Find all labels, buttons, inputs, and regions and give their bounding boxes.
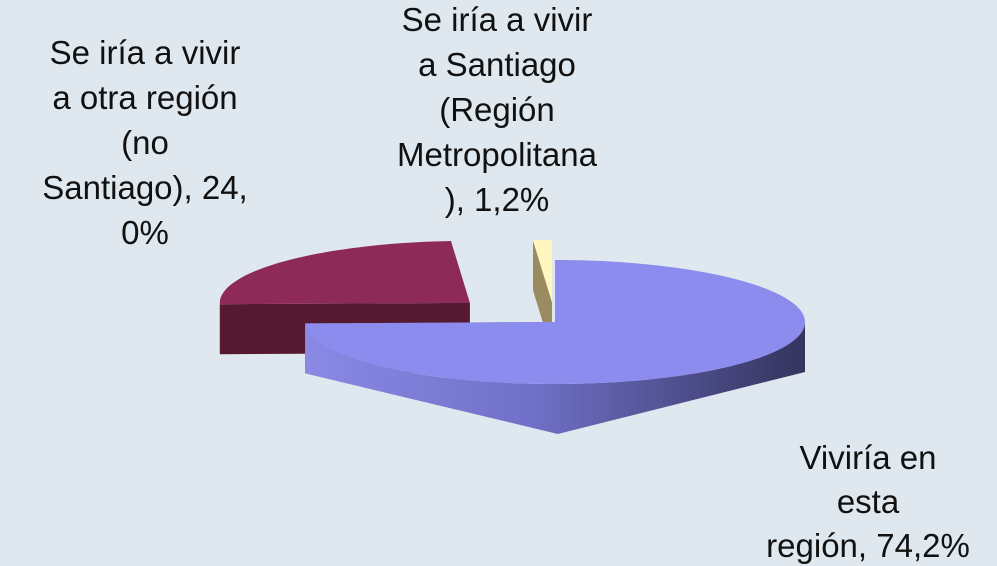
data-label-line: 0% xyxy=(121,214,169,251)
data-label-line: esta xyxy=(837,483,900,520)
data-label-line: Se iría a vivir xyxy=(50,34,241,71)
data-label-line: ), 1,2% xyxy=(445,181,550,218)
data-label-line: a Santiago xyxy=(418,46,576,83)
data-label-line: Viviría en xyxy=(800,439,937,476)
data-label-line: Se iría a vivir xyxy=(402,1,593,38)
data-label-line: a otra región xyxy=(52,79,237,116)
data-label: Viviría en esta región, 74,2% xyxy=(766,439,970,564)
slice-side xyxy=(305,322,805,434)
slice xyxy=(533,240,552,303)
data-label-line: Santiago), 24, xyxy=(42,169,247,206)
pie xyxy=(219,240,805,434)
data-label-line: (no xyxy=(121,124,169,161)
data-label-line: (Región xyxy=(439,91,555,128)
labels: Viviría en esta región, 74,2% Se iría a viv… xyxy=(42,1,970,564)
data-label: Se iría a vivir a otra región (no Santiago)… xyxy=(42,34,247,251)
data-label: Se iría a vivir a Santiago (Región Metropol… xyxy=(397,1,598,218)
slice xyxy=(305,260,805,384)
slice xyxy=(219,241,470,305)
data-label-line: región, 74,2% xyxy=(766,527,970,564)
data-label-line: Metropolitana xyxy=(397,136,598,173)
